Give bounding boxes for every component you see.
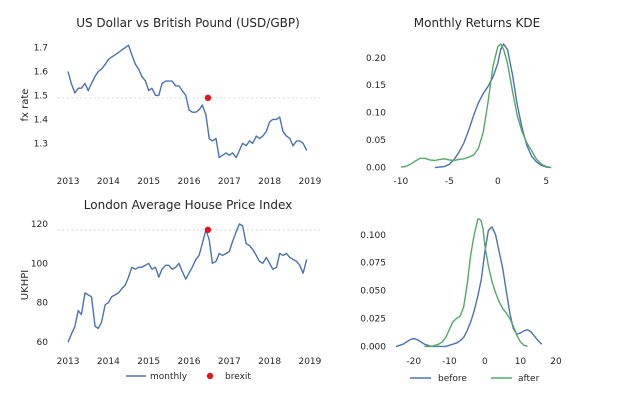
x-tick-label: -10 — [442, 357, 457, 367]
chart-title: Monthly Returns KDE — [414, 16, 540, 30]
x-tick-label: -10 — [393, 177, 408, 187]
x-tick-label: 2013 — [57, 177, 80, 187]
legend-brexit-label: brexit — [225, 372, 251, 382]
y-tick-label: 0.050 — [360, 287, 386, 297]
y-tick-label: 1.6 — [34, 68, 49, 78]
chart-panel-3: London Average House Price Index UKHPI 60 8… — [20, 198, 322, 367]
legend-brexit-swatch — [206, 372, 214, 380]
y-tick-label: 120 — [31, 220, 48, 230]
brexit-marker — [204, 94, 212, 102]
x-tick-label: 2019 — [298, 177, 321, 187]
y-tick-label: 100 — [31, 259, 48, 269]
legend-right: before after — [410, 374, 540, 384]
y-tick-label: 1.5 — [34, 91, 48, 101]
chart-panel-2: Monthly Returns KDE 0.00 0.05 0.10 0.15 0.20 -… — [366, 16, 552, 187]
y-tick-label: 1.4 — [34, 115, 49, 125]
x-tick-label: 2017 — [218, 357, 241, 367]
x-tick-label: 2013 — [57, 357, 80, 367]
y-tick-label: 0.025 — [360, 315, 386, 325]
brexit-marker — [204, 226, 212, 234]
chart-panel-1: US Dollar vs British Pound (USD/GBP) fx r… — [20, 16, 322, 187]
x-tick-label: 2015 — [137, 177, 160, 187]
y-tick-label: 80 — [37, 299, 49, 309]
chart-title: London Average House Price Index — [84, 198, 292, 212]
y-tick-label: 0.075 — [360, 259, 386, 269]
y-axis-label: UKHPI — [20, 270, 31, 300]
series-line-monthly — [67, 44, 308, 159]
x-tick-label: -20 — [406, 357, 421, 367]
x-tick-label: 2018 — [258, 357, 281, 367]
x-tick-label: 2017 — [218, 177, 241, 187]
y-tick-label: 0.05 — [366, 136, 386, 146]
legend-monthly-label: monthly — [150, 372, 188, 382]
y-axis-label: fx rate — [20, 89, 31, 122]
y-tick-label: 1.3 — [34, 139, 48, 149]
x-tick-label: 0 — [482, 357, 488, 367]
y-tick-label: 0.10 — [366, 109, 386, 119]
x-tick-label: -5 — [445, 177, 454, 187]
y-tick-label: 0.15 — [366, 81, 386, 91]
series-line-series-2 — [400, 43, 552, 169]
series-line-before — [395, 226, 543, 348]
x-tick-label: 2014 — [97, 177, 120, 187]
x-tick-label: 2016 — [178, 357, 201, 367]
x-tick-label: 2014 — [97, 357, 120, 367]
legend-left: monthly brexit — [126, 372, 251, 382]
series-line-after — [424, 218, 528, 348]
y-tick-label: 1.7 — [34, 44, 48, 54]
x-tick-label: 20 — [550, 357, 562, 367]
x-tick-label: 2019 — [298, 357, 321, 367]
x-tick-label: 0 — [495, 177, 501, 187]
chart-title: US Dollar vs British Pound (USD/GBP) — [76, 16, 300, 30]
x-tick-label: 10 — [515, 357, 527, 367]
series-line-series-1 — [434, 43, 552, 169]
x-tick-label: 2015 — [137, 357, 160, 367]
y-tick-label: 0.00 — [366, 164, 386, 174]
y-tick-label: 60 — [37, 338, 49, 348]
legend-before-label: before — [438, 374, 467, 384]
x-tick-label: 2018 — [258, 177, 281, 187]
y-tick-label: 0.20 — [366, 54, 386, 64]
x-tick-label: 2016 — [178, 177, 201, 187]
chart-panel-4: 0.000 0.025 0.050 0.075 0.100 -20 -10 0 10 20 — [360, 218, 562, 367]
y-tick-label: 0.000 — [360, 342, 386, 352]
legend-after-label: after — [518, 374, 540, 384]
x-tick-label: 5 — [543, 177, 549, 187]
y-tick-label: 0.100 — [360, 231, 386, 241]
series-line-monthly — [67, 223, 308, 343]
